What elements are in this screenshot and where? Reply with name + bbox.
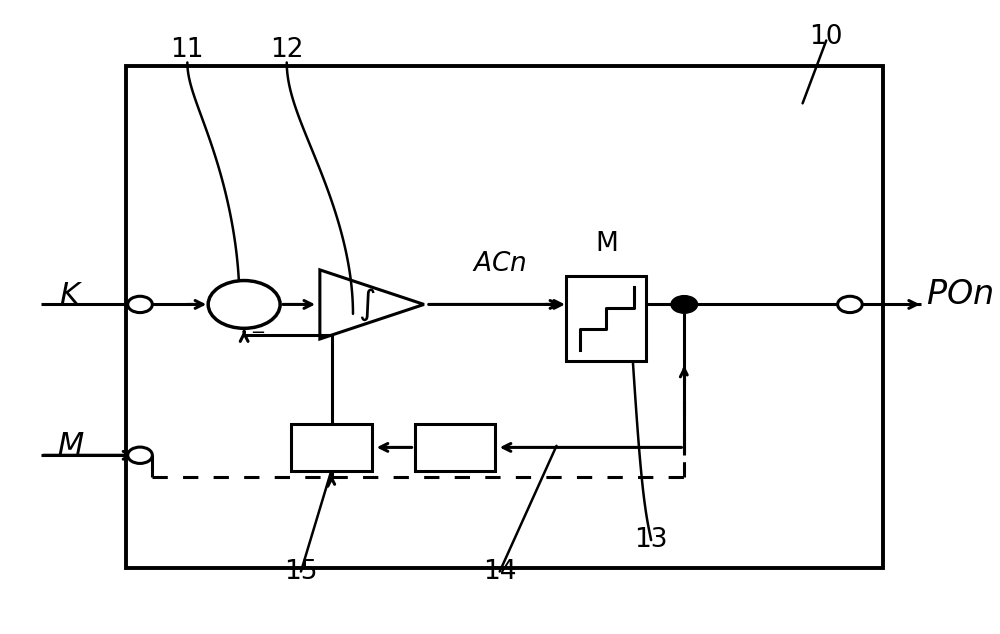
Text: $\boldsymbol{D}$: $\boldsymbol{D}$ [444, 436, 466, 460]
Text: +: + [214, 290, 229, 308]
Text: $ACn$: $ACn$ [472, 251, 527, 276]
Bar [126, 66, 883, 568]
Circle shape [838, 296, 862, 313]
Bar [415, 424, 495, 471]
Text: $POn$: $POn$ [926, 279, 993, 311]
Text: 11: 11 [171, 37, 204, 63]
Bar [291, 424, 372, 471]
Text: $K$: $K$ [59, 280, 83, 311]
Text: 15: 15 [284, 559, 318, 585]
Text: M: M [595, 231, 618, 257]
Text: $\int$: $\int$ [358, 286, 376, 323]
Bar [566, 276, 646, 361]
Circle shape [128, 296, 152, 313]
Text: −: − [250, 324, 265, 342]
Circle shape [208, 281, 280, 328]
Text: 14: 14 [483, 559, 516, 585]
Circle shape [671, 295, 698, 313]
Text: 12: 12 [270, 37, 303, 63]
Text: $\boldsymbol{M}$: $\boldsymbol{M}$ [319, 436, 345, 460]
Circle shape [128, 447, 152, 463]
Text: 10: 10 [810, 24, 843, 50]
Text: $M$: $M$ [57, 430, 85, 462]
Text: 13: 13 [634, 527, 668, 553]
